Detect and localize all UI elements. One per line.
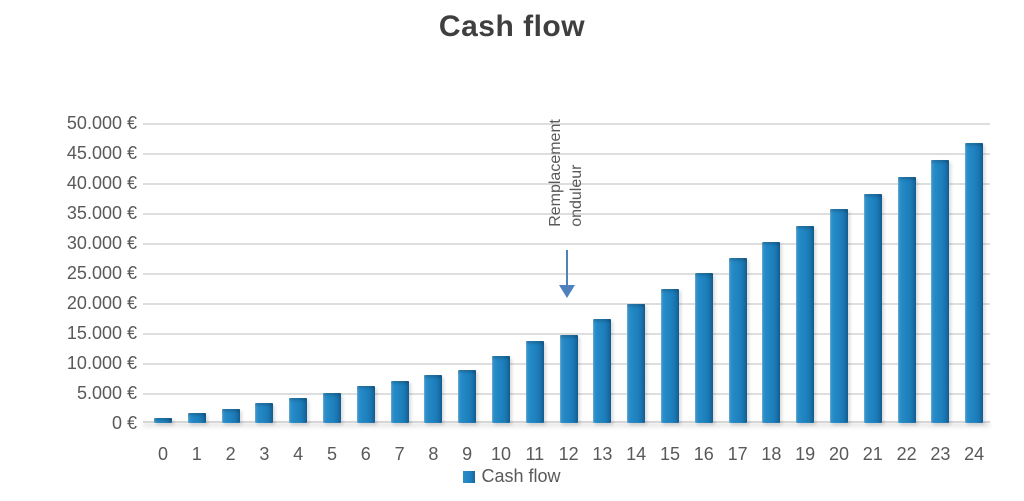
x-tick-label: 18 <box>761 444 782 464</box>
y-tick-label: 50.000 € <box>66 113 137 133</box>
bar-year-7 <box>390 381 409 423</box>
gridline <box>143 153 990 155</box>
y-tick-label: 15.000 € <box>66 323 137 343</box>
bar-year-2 <box>221 408 240 423</box>
y-tick-label: 20.000 € <box>66 293 137 313</box>
x-tick-label: 20 <box>828 444 850 464</box>
x-tick-label: 13 <box>592 444 613 464</box>
bar-year-15 <box>661 289 679 423</box>
bar-year-5 <box>323 393 341 423</box>
annotation-text: Remplacement onduleur <box>545 119 587 227</box>
x-tick-label: 23 <box>930 444 951 464</box>
x-axis: 0 1 2 3 4 5 6 7 8 9 10 11 12 13 14 15 16 17 18 19 20 21 22 23 24 <box>143 443 990 467</box>
bar-year-18 <box>762 241 781 423</box>
x-tick-label: 0 <box>157 444 168 464</box>
bar-year-11 <box>525 340 544 423</box>
x-tick-label: 7 <box>394 444 405 464</box>
bar-year-19 <box>796 226 815 423</box>
bar-year-0 <box>154 418 172 423</box>
x-tick-label: 1 <box>191 444 202 464</box>
down-arrow-shaft <box>566 250 568 286</box>
bar-year-14 <box>627 303 646 423</box>
gridline <box>143 183 990 185</box>
x-tick-label: 21 <box>862 444 883 464</box>
y-tick-label: 40.000 € <box>66 173 137 193</box>
x-tick-label: 19 <box>795 444 816 464</box>
x-tick-label: 2 <box>225 444 236 464</box>
bar-year-10 <box>492 355 510 423</box>
bar-year-9 <box>458 369 477 423</box>
x-tick-label: 4 <box>293 444 304 464</box>
y-tick-label: 45.000 € <box>66 143 137 163</box>
bar-year-3 <box>255 403 274 423</box>
y-tick-label: 25.000 € <box>66 263 137 283</box>
bar-year-4 <box>289 398 308 423</box>
chart-title: Cash flow <box>438 10 586 43</box>
legend-label: Cash flow <box>481 466 561 486</box>
x-tick-label: 17 <box>727 444 748 464</box>
bar-year-24 <box>965 142 984 423</box>
bar-year-21 <box>863 193 882 423</box>
x-tick-label: 24 <box>964 444 985 464</box>
bar-year-17 <box>728 258 747 423</box>
x-tick-label: 11 <box>525 444 545 464</box>
y-tick-label: 35.000 € <box>66 203 137 223</box>
x-tick-label: 15 <box>659 444 681 464</box>
x-tick-label: 8 <box>428 444 439 464</box>
bar-year-12 <box>559 334 578 423</box>
gridline <box>143 243 990 245</box>
y-tick-label: 30.000 € <box>66 233 137 253</box>
annotation-line2: onduleur <box>568 164 585 227</box>
bar-year-16 <box>694 273 713 423</box>
bar-year-20 <box>830 209 848 423</box>
gridline <box>143 123 990 125</box>
x-tick-label: 14 <box>626 444 647 464</box>
bar-year-8 <box>424 375 443 423</box>
y-tick-label: 10.000 € <box>66 353 137 373</box>
y-tick-label: 0 € <box>111 413 137 433</box>
x-tick-label: 12 <box>558 444 579 464</box>
bar-year-23 <box>931 159 950 423</box>
bar-year-22 <box>897 177 916 423</box>
x-tick-label: 6 <box>360 444 371 464</box>
gridline <box>143 303 990 305</box>
plot-area <box>143 123 990 423</box>
y-tick-label: 5.000 € <box>76 383 137 403</box>
x-tick-label: 10 <box>490 444 512 464</box>
x-tick-label: 22 <box>896 444 917 464</box>
x-tick-label: 16 <box>693 444 714 464</box>
bar-year-13 <box>593 319 612 423</box>
annotation-line1: Remplacement <box>547 119 564 227</box>
gridline <box>143 213 990 215</box>
legend-swatch-icon <box>463 470 476 483</box>
x-tick-label: 3 <box>259 444 270 464</box>
x-tick-label: 5 <box>326 444 337 464</box>
y-axis: 50.000 € 45.000 € 40.000 € 35.000 € 30.000 €… <box>0 113 137 433</box>
legend: Cash flow <box>0 466 1024 487</box>
bar-year-1 <box>187 413 206 423</box>
x-tick-label: 9 <box>462 444 473 464</box>
down-arrow-head <box>559 285 575 298</box>
gridline <box>143 333 990 335</box>
bar-year-6 <box>356 385 375 423</box>
